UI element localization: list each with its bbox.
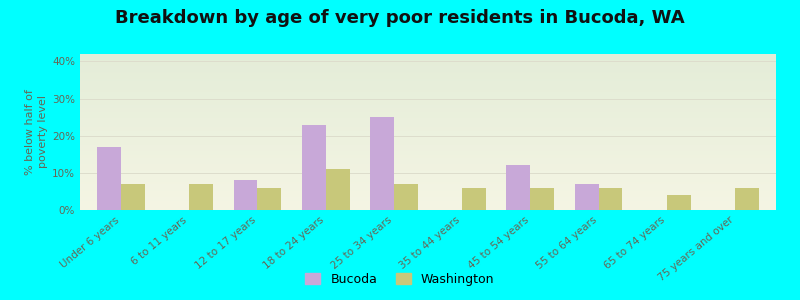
Bar — [302, 124, 326, 210]
Bar — [530, 188, 554, 210]
Bar — [121, 184, 145, 210]
Bar — [462, 188, 486, 210]
Bar — [394, 184, 418, 210]
Bar — [735, 188, 759, 210]
Bar — [506, 165, 530, 210]
Bar — [189, 184, 213, 210]
Text: Breakdown by age of very poor residents in Bucoda, WA: Breakdown by age of very poor residents … — [115, 9, 685, 27]
Bar — [97, 147, 121, 210]
Bar — [234, 180, 258, 210]
Bar — [598, 188, 622, 210]
Bar — [258, 188, 282, 210]
Bar — [667, 195, 690, 210]
Bar — [326, 169, 350, 210]
Bar — [370, 117, 394, 210]
Y-axis label: % below half of
poverty level: % below half of poverty level — [25, 89, 48, 175]
Legend: Bucoda, Washington: Bucoda, Washington — [301, 268, 499, 291]
Bar — [574, 184, 598, 210]
